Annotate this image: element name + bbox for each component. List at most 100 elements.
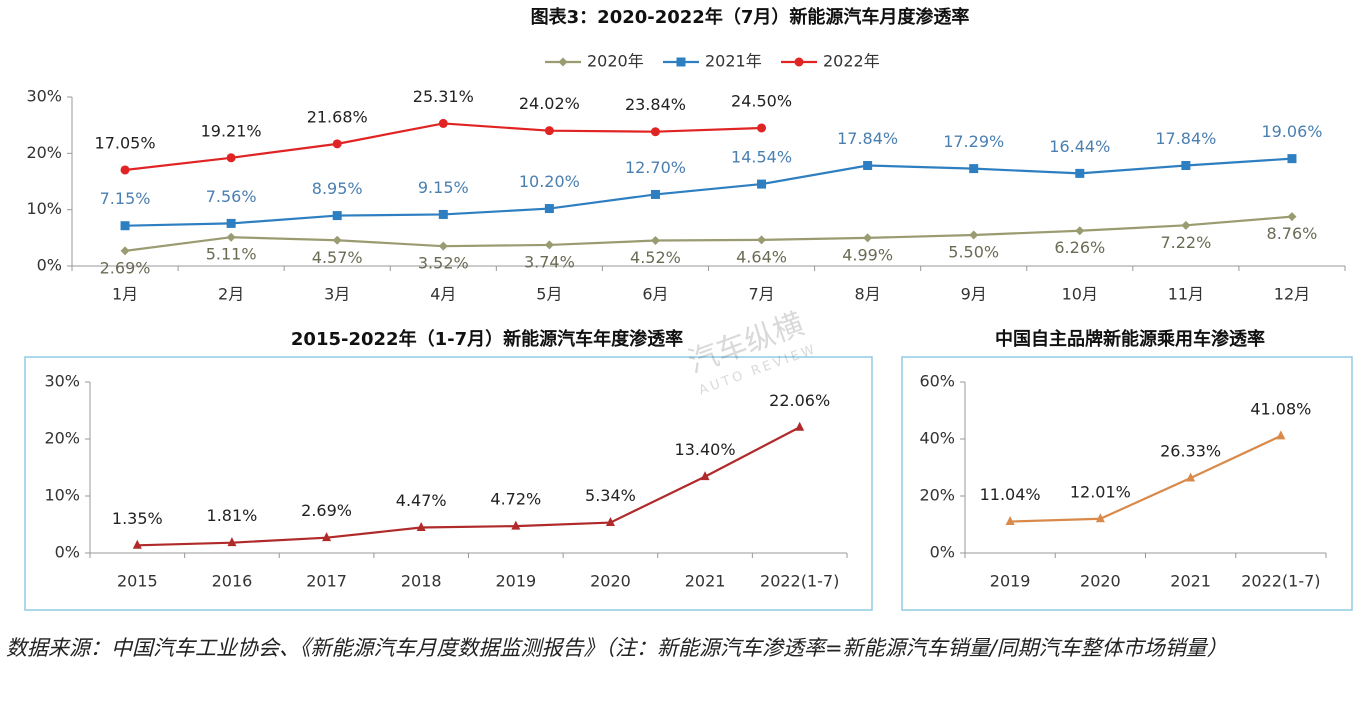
- marker: [700, 471, 710, 481]
- marker: [1095, 513, 1105, 523]
- panel-border: [901, 356, 1353, 611]
- marker: [1186, 472, 1196, 482]
- panel-border: [24, 356, 873, 611]
- series-line: [1010, 434, 1282, 523]
- data-label: 4.57%: [312, 248, 363, 267]
- data-label: 3.52%: [418, 254, 469, 273]
- marker: [226, 153, 236, 163]
- marker: [1287, 154, 1297, 164]
- y-tick-label: 60%: [919, 372, 955, 391]
- y-tick-label: 30%: [26, 87, 62, 106]
- series-line: [125, 157, 1293, 227]
- data-label: 8.95%: [312, 179, 363, 198]
- data-label: 1.81%: [207, 506, 258, 525]
- marker: [605, 517, 615, 527]
- x-tick-label: 7月: [748, 285, 774, 304]
- series-line: [124, 215, 1293, 252]
- legend-label: 2022年: [823, 52, 880, 71]
- x-tick-label: 2021: [1170, 572, 1211, 591]
- marker: [863, 161, 873, 171]
- marker: [226, 218, 236, 228]
- data-label: 1.35%: [112, 509, 163, 528]
- marker: [757, 179, 767, 189]
- data-label: 19.06%: [1261, 122, 1322, 141]
- x-tick-label: 6月: [642, 285, 668, 304]
- data-label: 2.69%: [301, 501, 352, 520]
- marker: [650, 189, 660, 199]
- y-tick-label: 0%: [37, 256, 62, 275]
- marker: [1181, 161, 1191, 171]
- data-label: 4.52%: [630, 248, 681, 267]
- x-tick-label: 3月: [324, 285, 350, 304]
- source-note: 数据来源：中国汽车工业协会、《新能源汽车月度数据监测报告》（注：新能源汽车渗透率…: [6, 636, 1228, 660]
- y-tick-label: 20%: [919, 486, 955, 505]
- x-tick-label: 1月: [112, 285, 138, 304]
- x-tick-label: 2018: [401, 572, 442, 591]
- marker: [438, 241, 448, 251]
- series-line: [137, 426, 801, 547]
- data-label: 7.56%: [206, 187, 257, 206]
- marker: [650, 236, 660, 246]
- data-label: 5.34%: [585, 486, 636, 505]
- data-label: 26.33%: [1160, 441, 1221, 460]
- x-tick-label: 2020: [1080, 572, 1121, 591]
- chart-title: 中国自主品牌新能源乘用车渗透率: [995, 328, 1265, 350]
- marker: [332, 211, 342, 221]
- data-label: 17.29%: [943, 132, 1004, 151]
- data-label: 24.50%: [731, 91, 792, 110]
- x-tick-label: 8月: [855, 285, 881, 304]
- marker: [332, 139, 342, 149]
- data-label: 24.02%: [519, 94, 580, 113]
- data-label: 25.31%: [413, 87, 474, 106]
- marker: [132, 539, 142, 549]
- marker: [544, 240, 554, 250]
- marker: [332, 235, 342, 245]
- data-label: 17.05%: [95, 133, 156, 152]
- data-label: 11.04%: [980, 485, 1041, 504]
- legend-label: 2020年: [587, 52, 644, 71]
- y-tick-label: 10%: [44, 486, 80, 505]
- data-label: 41.08%: [1250, 399, 1311, 418]
- x-tick-label: 10月: [1062, 285, 1098, 304]
- data-label: 7.15%: [100, 189, 151, 208]
- marker: [676, 57, 686, 67]
- x-tick-label: 5月: [536, 285, 562, 304]
- chart: 汽车纵横 AUTO REVIEW 图表3：2020-2022年（7月）新能源汽车…: [24, 6, 1353, 611]
- marker: [757, 235, 767, 245]
- data-label: 10.20%: [519, 172, 580, 191]
- data-label: 17.84%: [1155, 129, 1216, 148]
- marker: [757, 123, 767, 133]
- marker: [795, 421, 805, 431]
- y-tick-label: 20%: [26, 143, 62, 162]
- legend-label: 2021年: [705, 52, 762, 71]
- data-label: 12.70%: [625, 158, 686, 177]
- data-label: 5.50%: [948, 243, 999, 262]
- x-tick-label: 2月: [218, 285, 244, 304]
- marker: [1181, 220, 1191, 230]
- data-label: 9.15%: [418, 178, 469, 197]
- x-tick-label: 4月: [430, 285, 456, 304]
- marker: [558, 57, 568, 67]
- marker: [438, 209, 448, 219]
- marker: [511, 520, 521, 530]
- data-label: 23.84%: [625, 95, 686, 114]
- marker: [227, 537, 237, 547]
- marker: [438, 118, 448, 128]
- marker: [969, 230, 979, 240]
- marker: [120, 246, 130, 256]
- marker: [1075, 168, 1085, 178]
- x-tick-label: 2020: [590, 572, 631, 591]
- x-tick-label: 2017: [306, 572, 347, 591]
- y-tick-label: 40%: [919, 429, 955, 448]
- marker: [863, 233, 873, 243]
- marker: [969, 164, 979, 174]
- x-tick-label: 12月: [1274, 285, 1310, 304]
- x-tick-label: 2019: [495, 572, 536, 591]
- marker: [544, 204, 554, 214]
- data-label: 4.64%: [736, 247, 787, 266]
- marker: [416, 522, 426, 532]
- x-tick-label: 2022(1-7): [760, 572, 839, 591]
- data-label: 6.26%: [1054, 238, 1105, 257]
- marker: [1287, 212, 1297, 222]
